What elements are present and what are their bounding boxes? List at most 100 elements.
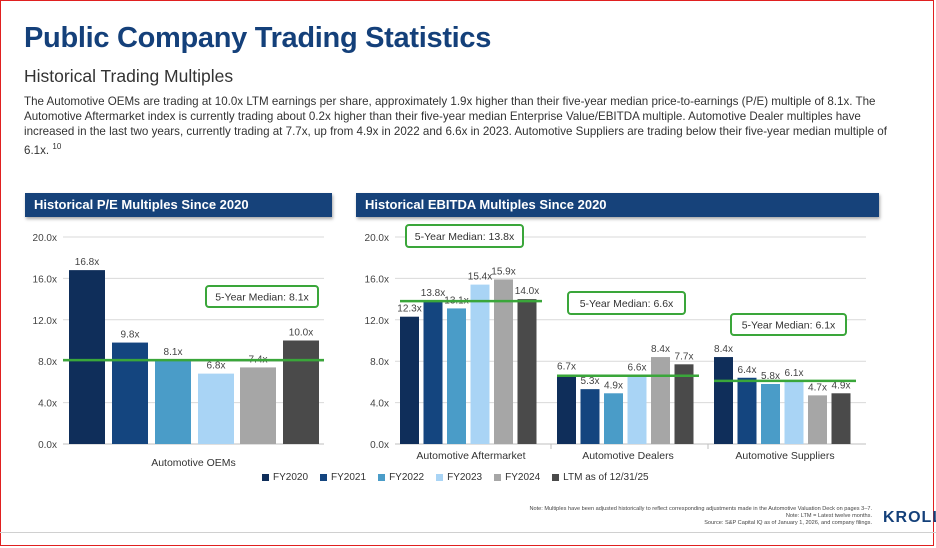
- data-label: 5.3x: [581, 376, 600, 387]
- y-tick-label: 4.0x: [38, 399, 57, 410]
- bar-fy2022: [155, 360, 191, 444]
- footer-divider: [0, 532, 936, 533]
- bar-fy2024: [494, 279, 513, 444]
- bar-fy2020: [69, 270, 105, 444]
- bar-fy2021: [737, 377, 757, 444]
- median-box: [730, 313, 847, 336]
- y-tick-label: 16.0x: [365, 274, 389, 285]
- data-label: 9.8x: [121, 330, 140, 341]
- data-label: 4.9x: [604, 380, 623, 391]
- y-tick-label: 8.0x: [38, 357, 57, 368]
- legend-label: FY2021: [331, 472, 367, 483]
- category-label: Automotive Aftermarket: [416, 450, 525, 462]
- category-label: Automotive Suppliers: [735, 450, 834, 462]
- data-label: 8.1x: [164, 347, 183, 358]
- data-label: 14.0x: [515, 286, 539, 297]
- bar-fy2022: [447, 308, 466, 444]
- data-label: 10.0x: [289, 328, 313, 339]
- data-label: 4.7x: [808, 382, 827, 393]
- median-box: [567, 291, 686, 315]
- data-label: 7.7x: [675, 351, 694, 362]
- y-tick-label: 20.0x: [365, 233, 389, 244]
- median-box: [405, 224, 524, 248]
- median-label: 5-Year Median: 8.1x: [215, 292, 309, 304]
- bar-fy2020: [714, 357, 733, 444]
- category-label: Automotive Dealers: [582, 450, 674, 462]
- median-label: 5-Year Median: 13.8x: [415, 231, 515, 243]
- bar-fy2021: [423, 301, 443, 444]
- legend-label: FY2020: [273, 472, 309, 483]
- source-note: Note: Multiples have been adjusted histo…: [392, 506, 872, 528]
- note-line: Note: LTM = Latest twelve months.: [785, 513, 872, 520]
- bar-fy2024: [240, 367, 276, 444]
- legend-swatch: [494, 474, 502, 481]
- summary-paragraph: The Automotive OEMs are trading at 10.0x…: [24, 94, 912, 158]
- legend-item-fy2021: FY2021: [320, 472, 366, 483]
- data-label: 8.4x: [651, 344, 670, 355]
- legend-label: FY2024: [505, 472, 541, 483]
- legend-swatch: [378, 474, 386, 481]
- bar-fy2023: [470, 284, 490, 444]
- bar-fy2020: [400, 316, 419, 444]
- data-label: 6.4x: [738, 365, 757, 376]
- legend-label: LTM as of 12/31/25: [563, 472, 649, 483]
- page-subtitle: Historical Trading Multiples: [24, 66, 234, 86]
- legend-item-fy2020: FY2020: [262, 472, 308, 483]
- summary-text: The Automotive OEMs are trading at 10.0x…: [24, 95, 887, 157]
- bar-ltm-as-of-12-31-25: [283, 340, 319, 444]
- ebitda-chart-header: Historical EBITDA Multiples Since 2020: [356, 193, 879, 217]
- bar-ltm-as-of-12-31-25: [674, 364, 694, 444]
- page-title: Public Company Trading Statistics: [24, 22, 492, 54]
- y-tick-label: 4.0x: [370, 399, 389, 410]
- bar-fy2021: [112, 342, 148, 444]
- data-label: 12.3x: [397, 304, 421, 315]
- data-label: 8.4x: [714, 344, 733, 355]
- data-label: 6.7x: [557, 362, 576, 373]
- data-label: 13.8x: [421, 288, 445, 299]
- median-box: [205, 285, 319, 308]
- legend-swatch: [320, 474, 328, 481]
- data-label: 5.8x: [761, 371, 780, 382]
- bar-ltm-as-of-12-31-25: [517, 299, 537, 444]
- legend-swatch: [552, 474, 560, 481]
- data-label: 16.8x: [75, 257, 99, 268]
- median-label: 5-Year Median: 6.1x: [742, 320, 836, 332]
- legend-item-fy2024: FY2024: [494, 472, 540, 483]
- bar-fy2022: [761, 383, 780, 444]
- bar-fy2024: [808, 395, 827, 444]
- legend-label: FY2022: [389, 472, 425, 483]
- median-label: 5-Year Median: 6.6x: [580, 298, 674, 310]
- y-tick-label: 0.0x: [38, 440, 57, 451]
- legend-label: FY2023: [447, 472, 483, 483]
- category-label: Automotive OEMs: [151, 457, 236, 469]
- data-label: 15.9x: [491, 266, 515, 277]
- data-label: 6.1x: [785, 368, 804, 379]
- data-label: 6.8x: [207, 361, 226, 372]
- note-line: Note: Multiples have been adjusted histo…: [529, 506, 872, 512]
- legend-item-fy2023: FY2023: [436, 472, 482, 483]
- pe-chart-header: Historical P/E Multiples Since 2020: [25, 193, 332, 217]
- bar-fy2021: [580, 389, 600, 444]
- bar-fy2024: [651, 357, 670, 444]
- bar-ltm-as-of-12-31-25: [831, 393, 851, 444]
- data-label: 4.9x: [832, 380, 851, 391]
- bar-fy2023: [627, 375, 647, 444]
- legend-swatch: [436, 474, 444, 481]
- y-tick-label: 12.0x: [365, 316, 389, 327]
- legend-item-ltm: LTM as of 12/31/25: [552, 472, 649, 483]
- data-label: 6.6x: [628, 363, 647, 374]
- y-tick-label: 20.0x: [33, 233, 57, 244]
- y-tick-label: 16.0x: [33, 274, 57, 285]
- y-tick-label: 0.0x: [370, 440, 389, 451]
- note-line: Source: S&P Capital IQ as of January 1, …: [704, 520, 872, 527]
- bar-fy2023: [198, 373, 234, 444]
- chart-legend: FY2020 FY2021 FY2022 FY2023 FY2024 LTM a…: [262, 472, 661, 483]
- bar-fy2023: [784, 380, 804, 444]
- bar-fy2020: [557, 374, 576, 444]
- legend-swatch: [262, 474, 269, 481]
- bar-fy2022: [604, 393, 623, 444]
- footnote-ref: 10: [52, 142, 62, 151]
- kroll-logo: KROLL: [883, 509, 936, 526]
